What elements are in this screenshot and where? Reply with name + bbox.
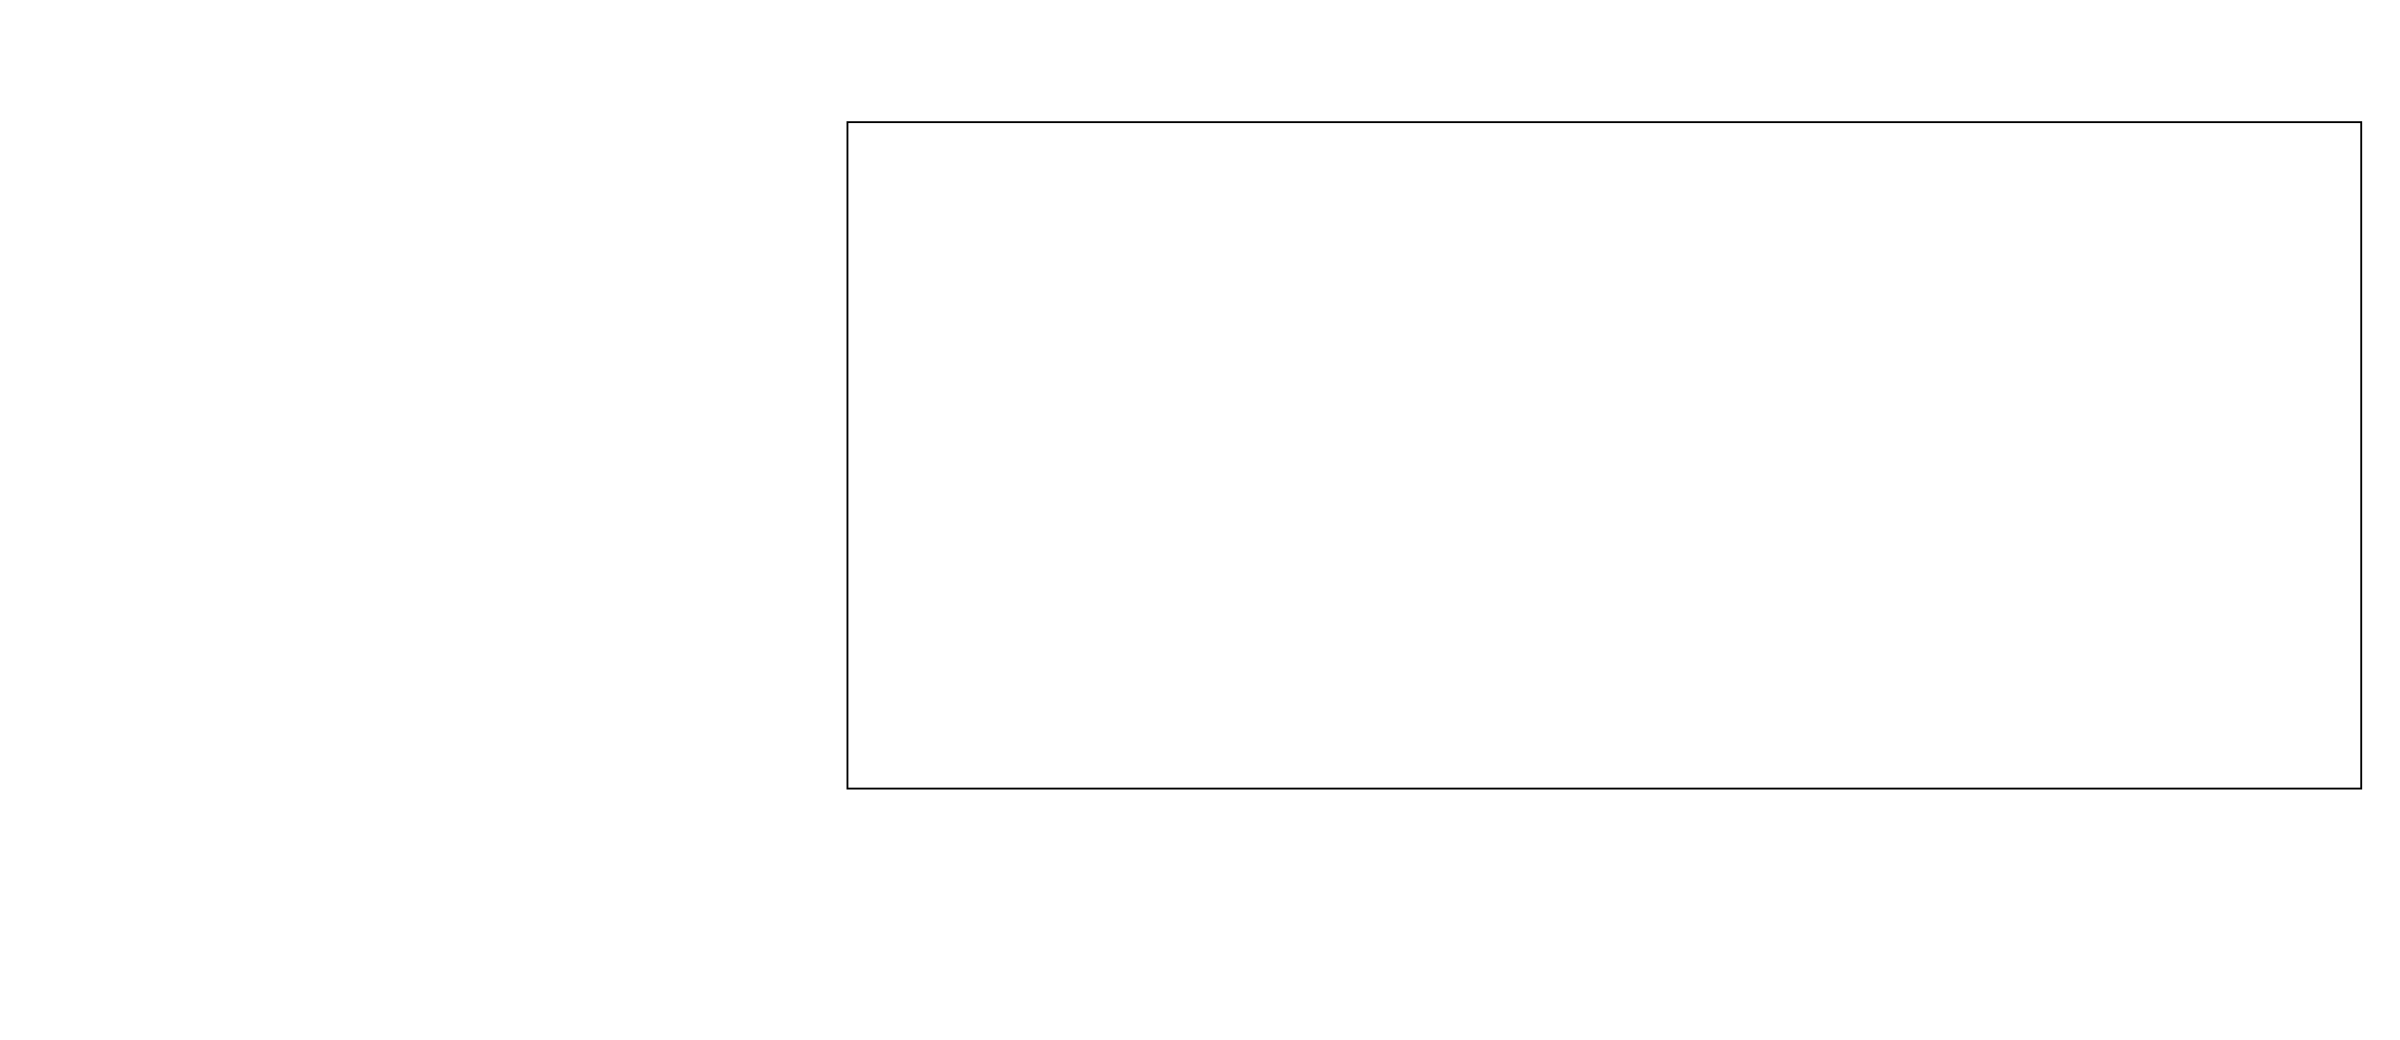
plot-frame: [846, 121, 2363, 790]
